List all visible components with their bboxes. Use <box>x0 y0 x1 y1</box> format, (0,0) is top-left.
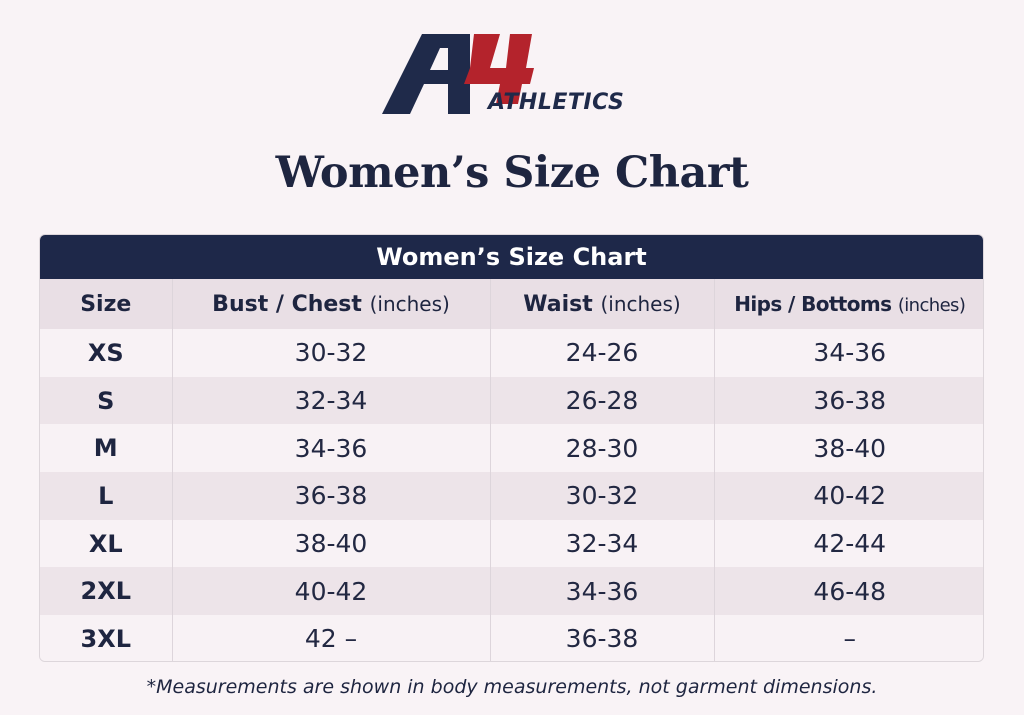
column-label: Hips / Bottoms <box>734 292 892 316</box>
table-row: XS 30-32 24-26 34-36 <box>40 329 983 377</box>
waist-cell: 26-28 <box>490 376 715 425</box>
table-row: 2XL 40-42 34-36 46-48 <box>40 567 983 616</box>
column-header-hips: Hips / Bottoms (inches) <box>714 279 983 329</box>
size-cell: M <box>40 424 173 473</box>
column-unit: (inches) <box>897 295 966 316</box>
column-header-waist: Waist (inches) <box>490 279 715 329</box>
column-unit: (inches) <box>369 291 450 316</box>
column-label: Waist <box>523 291 593 317</box>
waist-cell: 28-30 <box>490 424 715 473</box>
column-unit: (inches) <box>600 291 681 316</box>
column-label: Size <box>80 291 132 317</box>
footnote: *Measurements are shown in body measurem… <box>146 676 878 698</box>
table-row: L 36-38 30-32 40-42 <box>40 472 983 520</box>
a4-logo-mark-icon <box>382 34 534 114</box>
size-cell: S <box>40 376 173 425</box>
table-header-title: Women’s Size Chart <box>40 235 983 279</box>
brand-logo: ATHLETICS <box>378 28 658 122</box>
hips-cell: 38-40 <box>714 424 983 473</box>
hips-cell: – <box>714 615 983 661</box>
bust-cell: 32-34 <box>172 376 491 425</box>
page-title: Women’s Size Chart <box>275 148 749 198</box>
waist-cell: 24-26 <box>490 329 715 377</box>
size-cell: 2XL <box>40 567 173 616</box>
table-row: 3XL 42 – 36-38 – <box>40 615 983 661</box>
bust-cell: 36-38 <box>172 472 491 520</box>
waist-cell: 32-34 <box>490 519 715 568</box>
hips-cell: 34-36 <box>714 329 983 377</box>
bust-cell: 30-32 <box>172 329 491 377</box>
waist-cell: 30-32 <box>490 472 715 520</box>
hips-cell: 36-38 <box>714 376 983 425</box>
size-chart-table: Women’s Size Chart Size Bust / Chest (in… <box>39 234 984 662</box>
logo-wordmark: ATHLETICS <box>488 90 625 115</box>
bust-cell: 42 – <box>172 615 491 661</box>
waist-cell: 34-36 <box>490 567 715 616</box>
bust-cell: 40-42 <box>172 567 491 616</box>
waist-cell: 36-38 <box>490 615 715 661</box>
column-label: Bust / Chest <box>212 291 362 317</box>
size-cell: 3XL <box>40 615 173 661</box>
size-cell: L <box>40 472 173 520</box>
size-cell: XS <box>40 329 173 377</box>
table-row: XL 38-40 32-34 42-44 <box>40 519 983 568</box>
size-table: Size Bust / Chest (inches) Waist (inches… <box>40 279 983 661</box>
column-header-row: Size Bust / Chest (inches) Waist (inches… <box>40 279 983 329</box>
table-row: S 32-34 26-28 36-38 <box>40 376 983 425</box>
size-cell: XL <box>40 519 173 568</box>
bust-cell: 34-36 <box>172 424 491 473</box>
hips-cell: 40-42 <box>714 472 983 520</box>
hips-cell: 42-44 <box>714 519 983 568</box>
bust-cell: 38-40 <box>172 519 491 568</box>
column-header-size: Size <box>40 279 173 329</box>
hips-cell: 46-48 <box>714 567 983 616</box>
table-row: M 34-36 28-30 38-40 <box>40 424 983 473</box>
column-header-bust: Bust / Chest (inches) <box>172 279 491 329</box>
